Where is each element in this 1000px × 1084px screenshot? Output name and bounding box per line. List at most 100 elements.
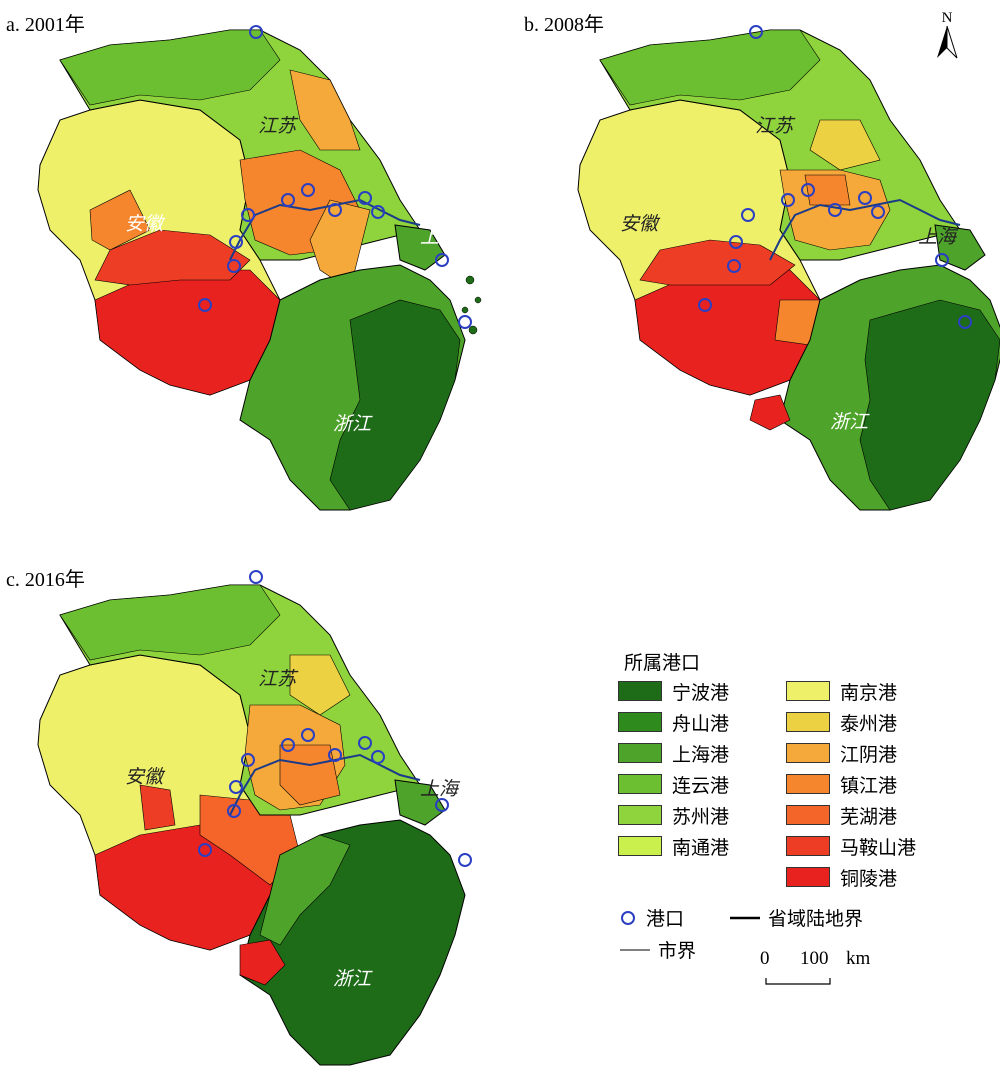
legend-swatch: [786, 836, 830, 856]
panel-title: a. 2001年: [6, 14, 85, 36]
legend-swatch: [786, 681, 830, 701]
legend-swatch: [786, 867, 830, 887]
legend-label: 连云港: [672, 775, 730, 797]
port-marker: [229, 235, 243, 249]
port-marker: [328, 748, 342, 762]
legend-province-label: 省域陆地界: [768, 909, 864, 930]
legend-item: 镇江港: [786, 771, 897, 797]
port-marker: [281, 738, 295, 752]
ports: [698, 25, 972, 329]
legend-item: 苏州港: [618, 802, 729, 828]
legend-label: 南京港: [840, 682, 898, 704]
legend-label: 铜陵港: [840, 868, 898, 890]
legend-swatch: [618, 805, 662, 825]
legend-swatch: [786, 743, 830, 763]
ports: [198, 570, 472, 867]
port-marker: [198, 298, 212, 312]
port-marker: [871, 205, 885, 219]
port-marker: [227, 259, 241, 273]
label-zhejiang: 浙江: [333, 969, 373, 990]
port-marker: [198, 843, 212, 857]
label-jiangsu: 江苏: [755, 116, 796, 137]
port-marker: [227, 804, 241, 818]
map-2016: 江苏 安徽 上海 浙江: [37, 570, 472, 1066]
port-marker: [828, 203, 842, 217]
label-zhejiang: 浙江: [333, 414, 373, 435]
port-marker: [458, 315, 472, 329]
label-jiangsu: 江苏: [258, 669, 299, 690]
port-marker: [935, 253, 949, 267]
legend-label: 上海港: [672, 744, 730, 766]
legend-city-boundary: 市界: [618, 936, 696, 963]
port-marker: [328, 203, 342, 217]
legend-item: 泰州港: [786, 709, 897, 735]
panel-2016: c. 2016年: [0, 555, 500, 1084]
legend-province-boundary: 省域陆地界: [728, 904, 863, 931]
legend-label: 芜湖港: [840, 806, 898, 828]
port-marker: [801, 183, 815, 197]
thick-line-icon: [730, 916, 760, 919]
label-shanghai: 上海: [918, 227, 959, 248]
port-marker: [249, 25, 263, 39]
legend-swatch: [618, 681, 662, 701]
region-zhejiang: [239, 264, 466, 511]
legend-swatch: [786, 774, 830, 794]
port-marker: [729, 235, 743, 249]
port-marker: [781, 193, 795, 207]
legend-swatch: [786, 805, 830, 825]
scale-bar: 0 100 km: [758, 948, 888, 992]
port-marker: [435, 798, 449, 812]
legend-swatch: [618, 743, 662, 763]
thin-line-icon: [620, 949, 650, 950]
label-anhui: 安徽: [620, 214, 661, 235]
panel-2008: b. 2008年: [500, 0, 1000, 540]
panel-title: c. 2016年: [6, 569, 85, 591]
map-2008: 江苏 安徽 上海 浙江: [577, 25, 1000, 511]
port-marker: [301, 728, 315, 742]
port-marker: [698, 298, 712, 312]
legend-city-label: 市界: [658, 941, 697, 962]
legend-label: 宁波港: [672, 682, 730, 704]
region-shanghai: [394, 224, 446, 271]
legend-item: 连云港: [618, 771, 729, 797]
legend: 所属港口 宁波港 舟山港 上海港 连云港 苏州港 南通港 南京港 泰州港 江阴港 镇江港 芜湖港 马鞍…: [618, 648, 988, 978]
label-anhui: 安徽: [125, 214, 166, 235]
legend-item: 宁波港: [618, 678, 729, 704]
port-marker: [301, 183, 315, 197]
north-arrow-icon: N: [937, 10, 958, 59]
legend-item: 南通港: [618, 833, 729, 859]
port-marker: [371, 750, 385, 764]
legend-label: 泰州港: [840, 713, 898, 735]
legend-swatch: [618, 836, 662, 856]
port-marker: [241, 208, 255, 222]
label-jiangsu: 江苏: [258, 116, 299, 137]
port-circle-icon: [621, 910, 635, 925]
port-marker: [358, 736, 372, 750]
label-shanghai: 上海: [420, 779, 461, 800]
legend-item: 铜陵港: [786, 864, 897, 890]
legend-swatch: [618, 712, 662, 732]
legend-item: 马鞍山港: [786, 833, 916, 859]
port-marker: [229, 780, 243, 794]
zhoushan-islands: [461, 275, 482, 335]
legend-item: 舟山港: [618, 709, 729, 735]
label-shanghai: 上海: [420, 227, 461, 248]
scale-unit: km: [846, 948, 871, 969]
legend-port-label: 港口: [646, 909, 685, 930]
legend-item: 芜湖港: [786, 802, 897, 828]
legend-label: 马鞍山港: [840, 837, 917, 859]
region-anhui: [37, 99, 281, 396]
legend-port: 港口: [618, 904, 684, 931]
north-label: N: [942, 10, 953, 26]
legend-item: 江阴港: [786, 740, 897, 766]
legend-label: 南通港: [672, 837, 730, 859]
scale-zero: 0: [760, 948, 770, 969]
port-marker: [281, 193, 295, 207]
panel-title: b. 2008年: [524, 14, 604, 36]
port-marker: [858, 191, 872, 205]
port-marker: [958, 315, 972, 329]
port-marker: [249, 570, 263, 584]
scale-bar-icon: [765, 978, 831, 985]
legend-label: 苏州港: [672, 806, 730, 828]
